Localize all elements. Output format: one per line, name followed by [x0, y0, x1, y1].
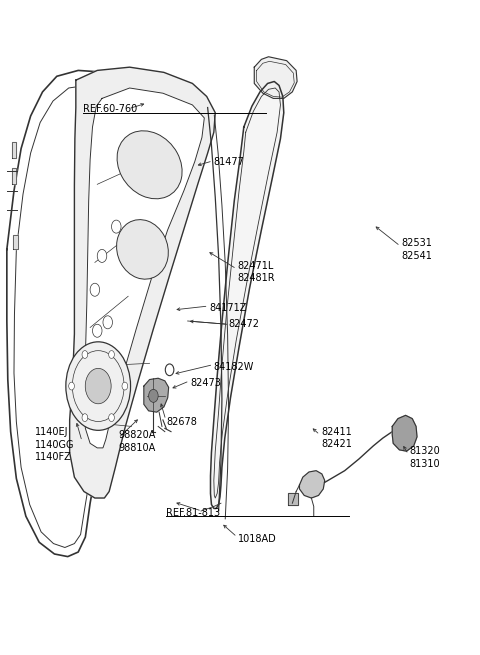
Text: 82472: 82472 — [228, 319, 259, 329]
Text: 82411
82421: 82411 82421 — [321, 427, 352, 449]
Text: 81320
81310: 81320 81310 — [409, 447, 440, 469]
Circle shape — [97, 250, 107, 263]
Circle shape — [69, 382, 74, 390]
Polygon shape — [211, 81, 284, 508]
Polygon shape — [254, 57, 297, 98]
Text: 81477: 81477 — [214, 157, 245, 166]
Circle shape — [108, 414, 114, 422]
Circle shape — [108, 350, 114, 358]
Polygon shape — [12, 235, 18, 250]
Circle shape — [82, 414, 88, 422]
Circle shape — [103, 316, 112, 329]
Text: 1140EJ
1140GG
1140FZ: 1140EJ 1140GG 1140FZ — [36, 427, 75, 462]
Text: 1018AD: 1018AD — [238, 534, 276, 544]
Circle shape — [111, 220, 121, 233]
Bar — [288, 493, 298, 504]
Polygon shape — [70, 67, 215, 498]
Circle shape — [90, 283, 100, 296]
Ellipse shape — [117, 219, 168, 279]
Text: 82471L
82481R: 82471L 82481R — [238, 261, 275, 284]
Circle shape — [93, 324, 102, 337]
Text: 84171Z: 84171Z — [209, 303, 246, 313]
Text: 82473: 82473 — [190, 378, 221, 388]
Circle shape — [66, 342, 131, 430]
Circle shape — [149, 389, 158, 402]
Text: 82531
82541: 82531 82541 — [402, 238, 432, 261]
Polygon shape — [392, 415, 417, 451]
Text: 84182W: 84182W — [214, 362, 254, 371]
Circle shape — [122, 382, 128, 390]
Text: 82678: 82678 — [166, 417, 197, 427]
Polygon shape — [300, 471, 324, 498]
Circle shape — [82, 350, 88, 358]
Text: REF.60-760: REF.60-760 — [83, 104, 137, 115]
Polygon shape — [12, 142, 16, 159]
Polygon shape — [84, 88, 204, 448]
Circle shape — [85, 368, 111, 403]
Text: 98820A
98810A: 98820A 98810A — [119, 430, 156, 453]
Polygon shape — [144, 379, 168, 412]
Ellipse shape — [117, 131, 182, 198]
Polygon shape — [12, 168, 16, 184]
Text: REF.81-813: REF.81-813 — [166, 508, 220, 518]
